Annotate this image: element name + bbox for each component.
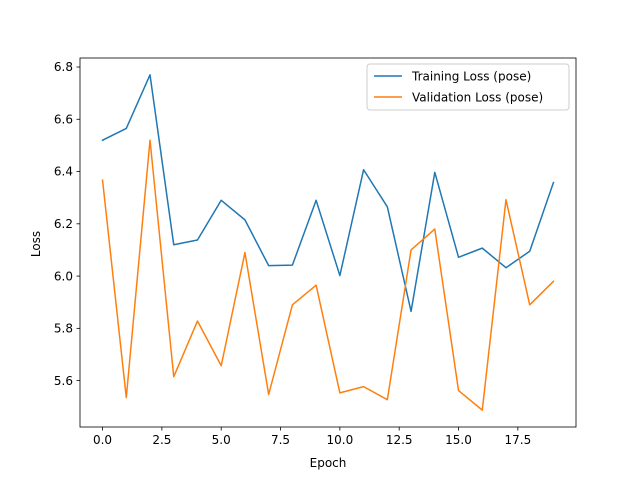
y-tick-label: 6.4	[54, 165, 73, 179]
x-tick-label: 5.0	[212, 433, 231, 447]
x-tick-label: 7.5	[271, 433, 290, 447]
x-tick-label: 0.0	[93, 433, 112, 447]
y-tick-label: 5.6	[54, 374, 73, 388]
legend: Training Loss (pose) Validation Loss (pos…	[366, 63, 570, 111]
x-tick-label: 2.5	[152, 433, 171, 447]
x-axis-label: Epoch	[310, 456, 347, 470]
legend-label-training: Training Loss (pose)	[411, 69, 531, 83]
x-tick-label: 15.0	[445, 433, 472, 447]
y-tick-label: 6.8	[54, 60, 73, 74]
legend-label-validation: Validation Loss (pose)	[412, 90, 543, 104]
series-line-validation	[101, 139, 555, 411]
x-tick-label: 10.0	[327, 433, 354, 447]
plot-area	[79, 57, 577, 428]
y-tick-label: 6.0	[54, 269, 73, 283]
legend-box	[366, 63, 570, 111]
x-axis: 0.0 2.5 5.0 7.5 10.0 12.5 15.0 17.5	[93, 427, 531, 447]
y-axis-label: Loss	[29, 231, 43, 257]
y-axis: 5.6 5.8 6.0 6.2 6.4 6.6 6.8	[54, 60, 80, 388]
y-tick-label: 6.2	[54, 217, 73, 231]
x-tick-label: 17.5	[504, 433, 531, 447]
series-layer	[101, 74, 555, 411]
series-line-training	[101, 74, 555, 313]
y-tick-label: 6.6	[54, 112, 73, 126]
x-tick-label: 12.5	[386, 433, 413, 447]
plot-frame	[79, 57, 577, 428]
y-tick-label: 5.8	[54, 322, 73, 336]
